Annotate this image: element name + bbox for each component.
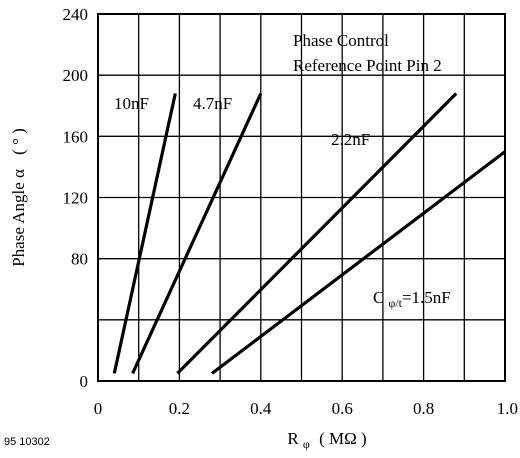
x-axis-title-units: ( MΩ ) <box>319 429 367 448</box>
y-tick-label-0: 0 <box>80 372 89 391</box>
series-label-text: 4.7nF <box>193 94 232 113</box>
annotation-line-2: Reference Point Pin 2 <box>293 56 442 75</box>
annotation-line-1: Phase Control <box>293 31 389 50</box>
series-label-text: C <box>373 288 384 307</box>
x-tick-label-0-2: 0.2 <box>169 399 190 418</box>
y-tick-labels: 0 80 120 160 200 240 <box>63 5 89 391</box>
x-tick-label-0-8: 0.8 <box>413 399 434 418</box>
x-tick-label-1: 1.0 <box>497 399 518 418</box>
series-label-subscript: φ/t <box>388 296 402 310</box>
figure-number: 95 10302 <box>4 436 50 448</box>
y-tick-label-240: 240 <box>63 5 89 24</box>
series-label-text: 10nF <box>114 94 149 113</box>
series-line-10nf <box>112 93 177 374</box>
x-tick-labels: 0 0.2 0.4 0.6 0.8 1.0 <box>94 399 518 418</box>
y-tick-label-80: 80 <box>71 250 88 269</box>
y-tick-label-160: 160 <box>63 127 89 146</box>
x-tick-label-0-6: 0.6 <box>332 399 353 418</box>
series-label-10nf: 10nF <box>114 94 149 113</box>
y-axis-title: Phase Angle α ( ° ) <box>9 128 28 267</box>
x-tick-label-0-4: 0.4 <box>250 399 272 418</box>
series-label-4-7nf: 4.7nF <box>193 94 232 113</box>
y-axis-title-main: Phase Angle α <box>9 169 28 267</box>
series-line-4-7nf <box>131 92 263 375</box>
series-line-1-5nf <box>211 150 506 375</box>
y-axis-title-units: ( ° ) <box>9 128 28 155</box>
x-axis-title-main: R <box>287 429 299 448</box>
series-label-text: 2.2nF <box>331 130 370 149</box>
series-label-suffix: =1.5nF <box>402 288 451 307</box>
x-axis-title-sub: φ <box>303 437 310 451</box>
y-tick-label-200: 200 <box>63 66 89 85</box>
grid-lines <box>98 14 505 381</box>
series-lines <box>112 92 506 375</box>
x-tick-label-0: 0 <box>94 399 103 418</box>
series-line-2-2nf <box>176 92 458 375</box>
plot-frame <box>97 13 506 382</box>
x-axis-title: R φ ( MΩ ) <box>287 429 366 452</box>
y-tick-label-120: 120 <box>63 189 89 208</box>
series-label-2-2nf: 2.2nF <box>331 130 370 149</box>
